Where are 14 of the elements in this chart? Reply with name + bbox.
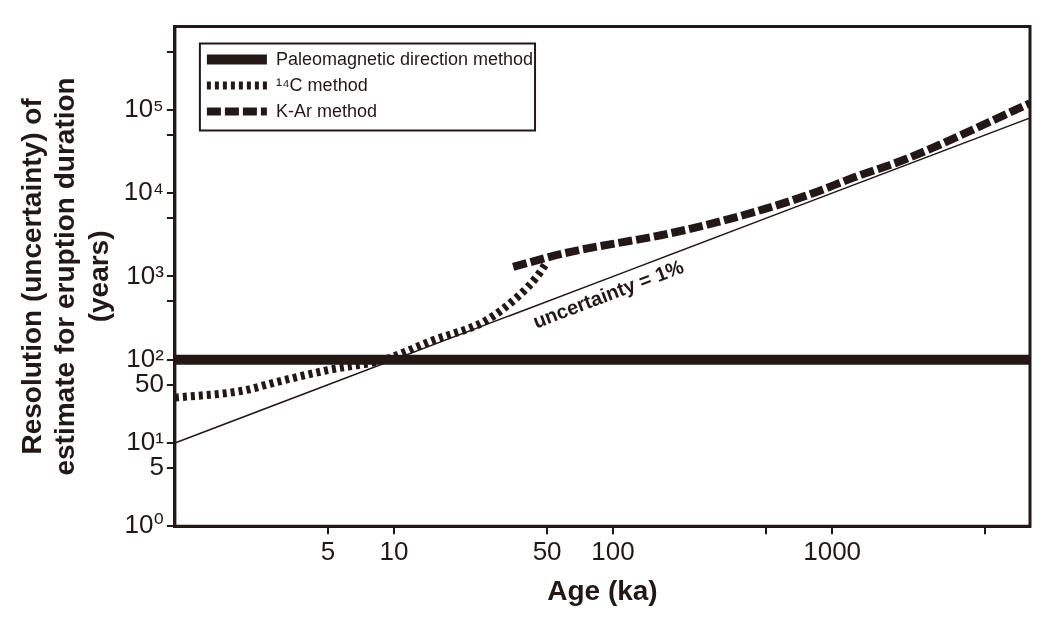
legend-label: Paleomagnetic direction method xyxy=(275,48,534,69)
x-tick-label: 1000 xyxy=(803,535,862,566)
y-tick-label: 10⁴ xyxy=(123,176,164,207)
x-tick-label: 10 xyxy=(379,535,409,566)
x-tick-label: 50 xyxy=(532,535,562,566)
x-axis-title: Age (ka) xyxy=(547,574,658,606)
y-tick-label: 10³ xyxy=(126,259,165,290)
y-axis-title: Resolution (uncertainty) of estimate for eruption duration (years) xyxy=(15,77,114,476)
y-tick-label: 10⁵ xyxy=(124,93,164,124)
legend-label: K-Ar method xyxy=(275,100,377,121)
x-tick-label: 100 xyxy=(591,535,635,566)
y-tick-label: 10⁰ xyxy=(124,509,164,540)
x-tick-label: 5 xyxy=(320,535,336,566)
legend-label: ¹⁴C method xyxy=(275,74,368,95)
